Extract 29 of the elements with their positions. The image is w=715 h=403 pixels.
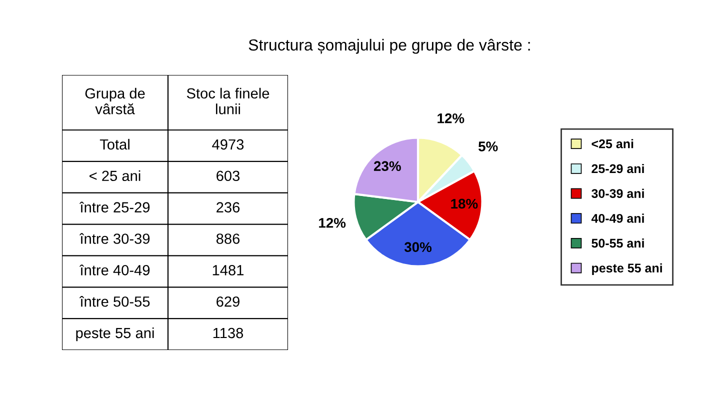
data-label: 18% <box>451 198 478 209</box>
text: Stoc la finele lunii <box>186 88 270 114</box>
text: Total <box>100 138 130 150</box>
legend-label: 50-55 ani <box>592 238 644 248</box>
text: între 25-29 <box>79 202 150 212</box>
text: 4973 <box>212 139 244 150</box>
data-label: 5% <box>478 142 498 152</box>
data-label: 30% <box>404 242 432 252</box>
text: 236 <box>216 202 240 212</box>
data-label: 12% <box>319 218 346 228</box>
chart-title: Structura șomajului pe grupe de vârste : <box>248 38 530 54</box>
legend-label: 40-49 ani <box>591 214 644 223</box>
text: 886 <box>216 234 240 244</box>
text: 1138 <box>213 328 244 338</box>
legend-label: peste 55 ani <box>592 263 662 275</box>
text: 629 <box>216 296 240 307</box>
text: Grupa de vârstă <box>85 88 145 114</box>
text: 1481 <box>212 265 244 276</box>
text: între 30-39 <box>79 233 150 244</box>
legend-label: 30-39 ani <box>592 188 644 198</box>
text: între 40-49 <box>79 264 150 276</box>
text: 603 <box>216 170 240 182</box>
legend-label: <25 ani <box>592 139 634 148</box>
text: peste 55 ani <box>76 327 154 342</box>
data-label: 12% <box>438 113 464 124</box>
legend-label: 25-29 ani <box>592 164 644 174</box>
data-label: 23% <box>374 161 401 172</box>
text: între 50-55 <box>79 296 150 307</box>
text: < 25 ani <box>90 170 140 182</box>
